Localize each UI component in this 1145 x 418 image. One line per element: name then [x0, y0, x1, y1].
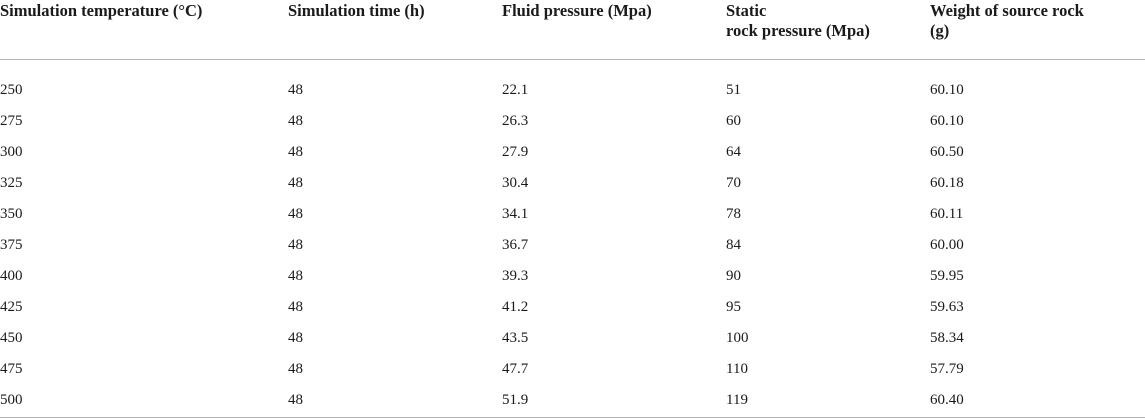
rock-pressure-cell: 110	[726, 360, 748, 377]
header-line: Weight of source rock	[930, 1, 1084, 20]
weight-cell: 60.00	[930, 236, 964, 253]
weight-cell: 60.10	[930, 81, 964, 98]
time-cell: 48	[288, 384, 502, 418]
header-spacer	[0, 59, 1145, 75]
time-cell: 48	[288, 205, 303, 222]
fluid-pressure-cell: 41.2	[502, 298, 529, 315]
fluid-pressure-cell: 36.7	[502, 236, 529, 253]
temperature-cell: 400	[0, 267, 23, 284]
header-line: (g)	[930, 21, 950, 40]
weight-cell: 57.79	[930, 360, 964, 377]
fluid-pressure-cell: 51.9	[502, 384, 726, 418]
weight-cell: 60.11	[930, 205, 964, 222]
time-cell: 48	[288, 112, 303, 129]
temperature-cell: 300	[0, 143, 23, 160]
rock-pressure-cell: 64	[726, 143, 741, 160]
temperature-cell: 325	[0, 174, 23, 191]
time-cell: 48	[288, 298, 303, 315]
table-row: 375 48 36.7 84 60.00	[0, 230, 1145, 261]
rock-pressure-cell: 70	[726, 174, 741, 191]
table-body: 250 48 22.1 51 60.10 275 48 26.3 60 60.10 300 48 27.…	[0, 59, 1145, 418]
table-row: 250 48 22.1 51 60.10	[0, 75, 1145, 106]
table-row: 325 48 30.4 70 60.18	[0, 168, 1145, 199]
rock-pressure-cell: 78	[726, 205, 741, 222]
table-row: 300 48 27.9 64 60.50	[0, 137, 1145, 168]
temperature-cell: 425	[0, 298, 23, 315]
header-line: Simulation time (h)	[288, 1, 425, 20]
table-row: 450 48 43.5 100 58.34	[0, 323, 1145, 354]
temperature-cell: 375	[0, 236, 23, 253]
temperature-cell: 275	[0, 112, 23, 129]
temperature-cell: 350	[0, 205, 23, 222]
weight-cell: 60.50	[930, 143, 964, 160]
temperature-cell: 500	[0, 384, 288, 418]
weight-cell: 60.10	[930, 112, 964, 129]
table-row: 475 48 47.7 110 57.79	[0, 354, 1145, 385]
fluid-pressure-cell: 22.1	[502, 81, 529, 98]
table-row: 425 48 41.2 95 59.63	[0, 292, 1145, 323]
rock-pressure-cell: 90	[726, 267, 741, 284]
header-line: Fluid pressure (Mpa)	[502, 1, 652, 20]
table-row: 500 48 51.9 119 60.40	[0, 384, 1145, 418]
header-line: Simulation temperature (°C)	[0, 1, 203, 20]
header-fluid-pressure: Fluid pressure (Mpa)	[502, 0, 726, 60]
weight-cell: 58.34	[930, 329, 964, 346]
time-cell: 48	[288, 329, 303, 346]
temperature-cell: 475	[0, 360, 23, 377]
fluid-pressure-cell: 47.7	[502, 360, 529, 377]
fluid-pressure-cell: 39.3	[502, 267, 529, 284]
fluid-pressure-cell: 30.4	[502, 174, 529, 191]
rock-pressure-cell: 60	[726, 112, 741, 129]
header-line: Static	[726, 1, 767, 20]
header-row: Simulation temperature (°C) Simulation t…	[0, 0, 1145, 60]
temperature-cell: 250	[0, 81, 23, 98]
table-header: Simulation temperature (°C) Simulation t…	[0, 0, 1145, 60]
rock-pressure-cell: 84	[726, 236, 741, 253]
table-row: 275 48 26.3 60 60.10	[0, 106, 1145, 137]
header-weight-of-source-rock: Weight of source rock (g)	[930, 0, 1145, 60]
weight-cell: 59.63	[930, 298, 964, 315]
weight-cell: 59.95	[930, 267, 964, 284]
header-static-rock-pressure: Static rock pressure (Mpa)	[726, 0, 930, 60]
rock-pressure-cell: 51	[726, 81, 741, 98]
rock-pressure-cell: 100	[726, 329, 749, 346]
time-cell: 48	[288, 81, 303, 98]
table-row: 350 48 34.1 78 60.11	[0, 199, 1145, 230]
time-cell: 48	[288, 236, 303, 253]
temperature-cell: 450	[0, 329, 23, 346]
spacer-cell	[0, 59, 1145, 75]
weight-cell: 60.40	[930, 384, 1145, 418]
header-simulation-temperature: Simulation temperature (°C)	[0, 0, 288, 60]
header-simulation-time: Simulation time (h)	[288, 0, 502, 60]
table-row: 400 48 39.3 90 59.95	[0, 261, 1145, 292]
rock-pressure-cell: 95	[726, 298, 741, 315]
weight-cell: 60.18	[930, 174, 964, 191]
time-cell: 48	[288, 267, 303, 284]
rock-pressure-cell: 119	[726, 384, 930, 418]
fluid-pressure-cell: 34.1	[502, 205, 529, 222]
time-cell: 48	[288, 360, 303, 377]
header-line: rock pressure (Mpa)	[726, 21, 870, 40]
time-cell: 48	[288, 174, 303, 191]
time-cell: 48	[288, 143, 303, 160]
fluid-pressure-cell: 26.3	[502, 112, 529, 129]
fluid-pressure-cell: 43.5	[502, 329, 529, 346]
fluid-pressure-cell: 27.9	[502, 143, 529, 160]
